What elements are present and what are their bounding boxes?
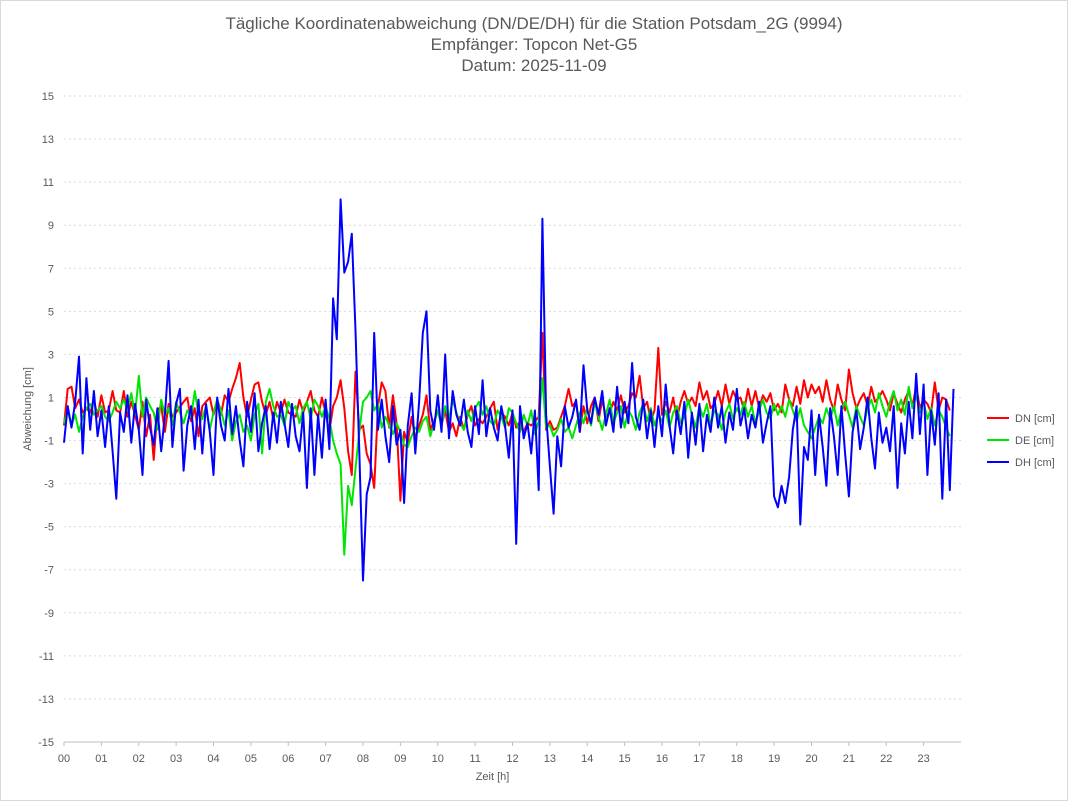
y-tick-label: -13: [38, 694, 54, 706]
chart-title-line: Empfänger: Topcon Net-G5: [431, 35, 638, 54]
y-tick-label: 7: [48, 263, 54, 275]
series-line-de: [63, 374, 951, 556]
x-tick-label: 06: [282, 753, 294, 765]
x-tick-label: 18: [731, 753, 743, 765]
y-tick-label: 3: [48, 349, 54, 361]
y-tick-label: -1: [44, 436, 54, 448]
chart-title-line: Tägliche Koordinatenabweichung (DN/DE/DH…: [225, 14, 842, 33]
y-tick-label: 1: [48, 392, 54, 404]
x-tick-label: 05: [245, 753, 257, 765]
x-tick-label: 16: [656, 753, 668, 765]
x-tick-label: 02: [133, 753, 145, 765]
x-tick-label: 14: [581, 753, 593, 765]
x-tick-label: 23: [918, 753, 930, 765]
y-tick-label: -15: [38, 737, 54, 749]
x-tick-label: 22: [880, 753, 892, 765]
x-tick-label: 07: [320, 753, 332, 765]
series-line-dh: [63, 198, 955, 582]
legend-label: DH [cm]: [1015, 457, 1055, 469]
x-tick-label: 13: [544, 753, 556, 765]
x-tick-label: 00: [58, 753, 70, 765]
y-tick-label: 5: [48, 306, 54, 318]
chart-title: Tägliche Koordinatenabweichung (DN/DE/DH…: [225, 14, 842, 75]
y-tick-label: -3: [44, 479, 54, 491]
x-tick-label: 15: [619, 753, 631, 765]
y-tick-label: -11: [39, 651, 54, 663]
legend-label: DN [cm]: [1015, 413, 1055, 425]
y-tick-label: -7: [44, 565, 54, 577]
x-tick-label: 01: [95, 753, 107, 765]
y-tick-label: 13: [42, 134, 54, 146]
x-axis-title: Zeit [h]: [476, 771, 510, 783]
x-tick-label: 21: [843, 753, 855, 765]
x-tick-label: 04: [207, 753, 219, 765]
x-tick-label: 08: [357, 753, 369, 765]
series-lines: [63, 198, 955, 582]
x-tick-label: 09: [394, 753, 406, 765]
x-tick-label: 17: [693, 753, 705, 765]
legend-label: DE [cm]: [1015, 435, 1054, 447]
x-axis-ticks: 00 01 02 03 04 05 06 07 08 09 10 11 12 13 14 15 16 17 18 19…: [58, 742, 930, 765]
x-tick-label: 11: [469, 753, 480, 765]
x-tick-label: 03: [170, 753, 182, 765]
y-tick-label: -9: [44, 608, 54, 620]
chart-title-line: Datum: 2025-11-09: [461, 56, 606, 75]
y-tick-label: 11: [43, 177, 54, 189]
x-tick-label: 10: [432, 753, 444, 765]
x-tick-label: 19: [768, 753, 780, 765]
y-axis-title: Abweichung [cm]: [22, 367, 34, 451]
y-tick-label: 15: [42, 91, 54, 103]
legend: DN [cm] DE [cm] DH [cm]: [987, 413, 1055, 469]
x-tick-label: 20: [805, 753, 817, 765]
x-tick-label: 12: [506, 753, 518, 765]
y-axis-ticks: 15 13 11 9 7 5 3 1 -1 -3 -5 -7 -9 -11 -13 -15: [38, 91, 54, 749]
y-tick-label: -5: [44, 522, 54, 534]
y-tick-label: 9: [48, 220, 54, 232]
